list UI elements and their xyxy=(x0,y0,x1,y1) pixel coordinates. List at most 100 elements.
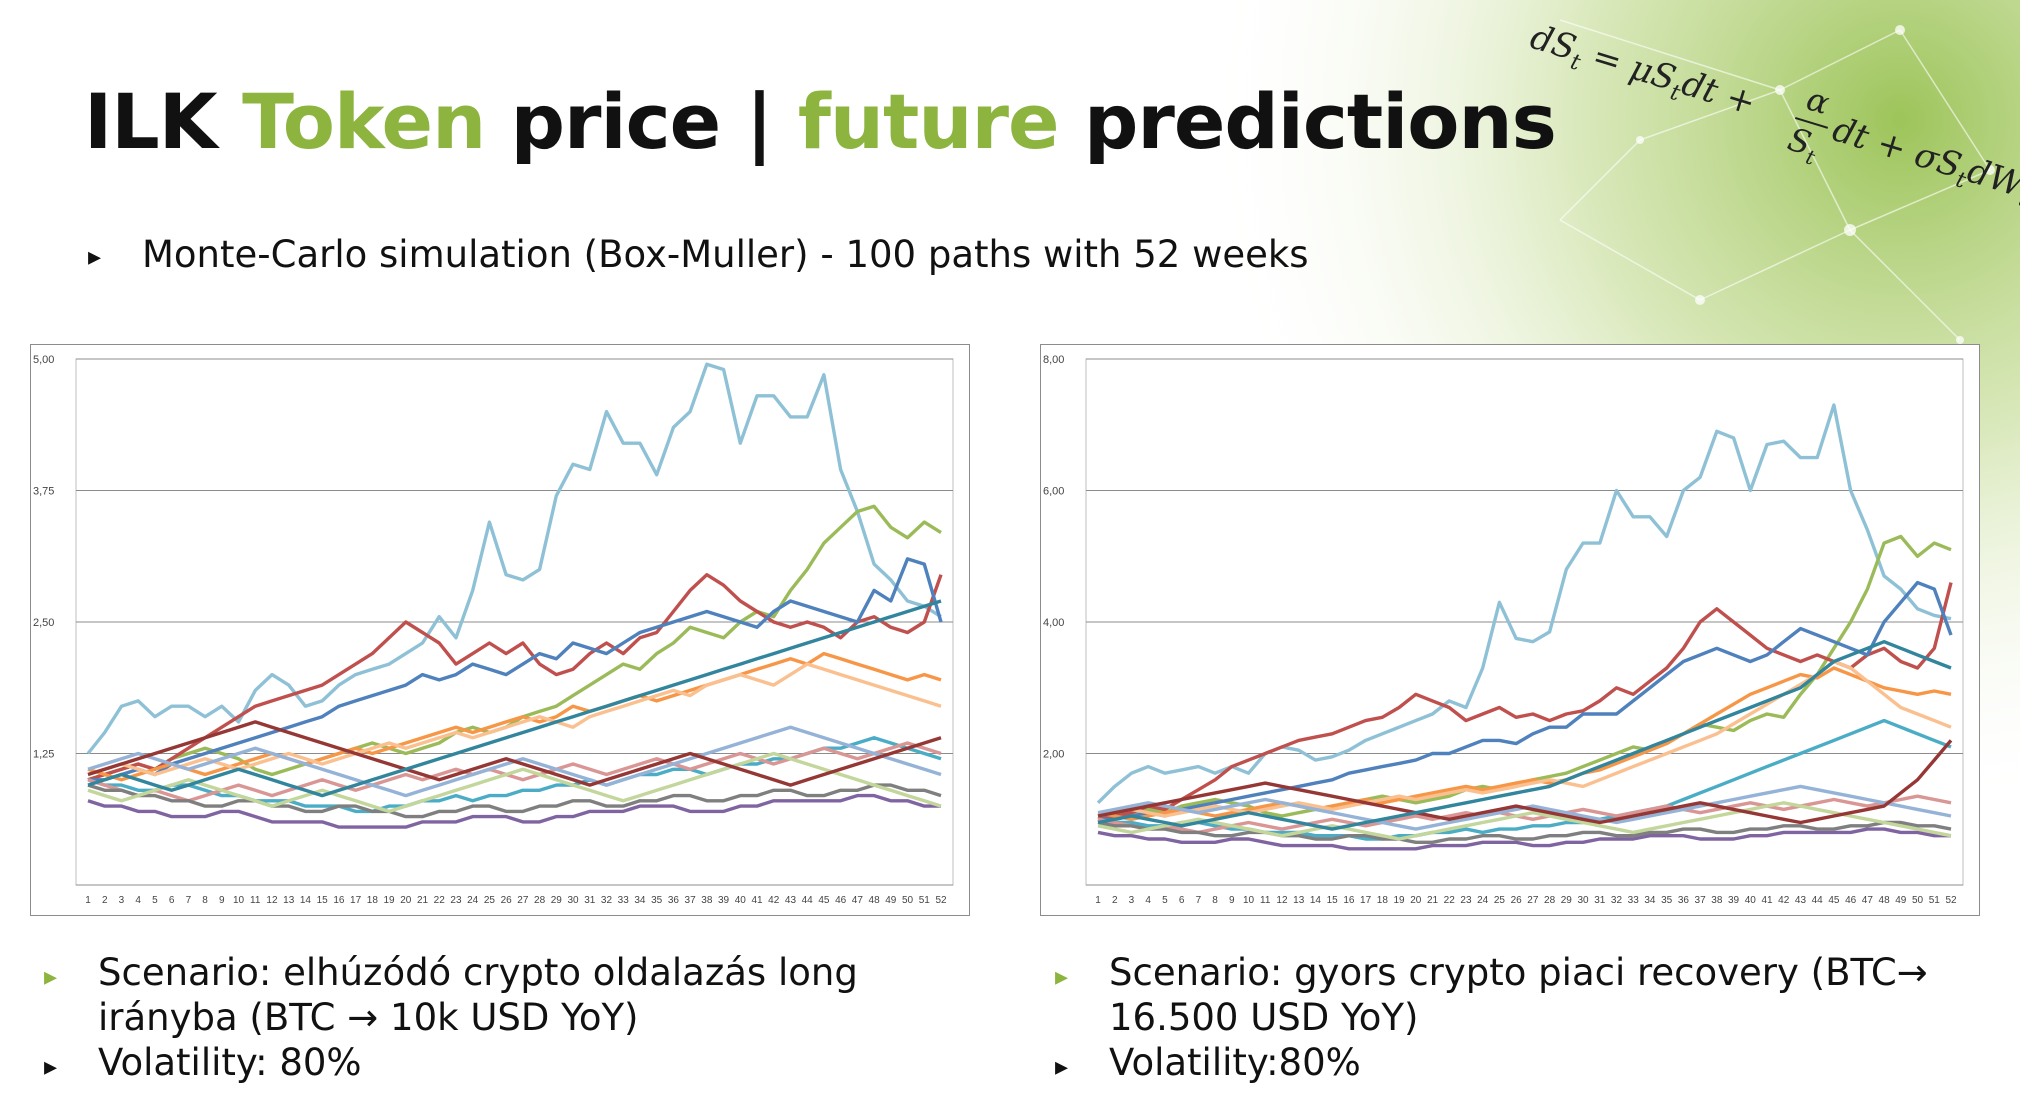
x-tick-label: 3 xyxy=(119,895,125,906)
series-line-9 xyxy=(1097,794,1952,835)
x-tick-label: 10 xyxy=(1243,895,1255,906)
x-tick-label: 11 xyxy=(250,895,261,906)
x-tick-label: 24 xyxy=(467,895,479,906)
x-tick-label: 41 xyxy=(751,895,763,906)
series-line-3 xyxy=(1097,582,1953,821)
x-tick-label: 6 xyxy=(169,895,175,906)
series-line-14 xyxy=(1097,640,1952,831)
y-tick-label: 4,00 xyxy=(1043,617,1064,629)
title-part-future: future xyxy=(797,77,1060,166)
slide-title: ILK Token price | future predictions xyxy=(84,77,1557,166)
x-tick-label: 48 xyxy=(1879,895,1891,906)
x-tick-label: 40 xyxy=(1745,895,1757,906)
sde-formula: dSt = μStdt + α St dt + σStdWt xyxy=(1524,26,2020,213)
chart-left: 1,252,503,755,001 2 3 4 5 6 7 8 9 10 11 12 13 14 15 16 1… xyxy=(33,354,954,906)
series-line-3 xyxy=(87,572,943,782)
x-tick-label: 41 xyxy=(1761,895,1773,906)
x-tick-label: 7 xyxy=(186,895,192,906)
x-tick-label: 23 xyxy=(450,895,462,906)
x-tick-label: 45 xyxy=(818,895,830,906)
x-tick-label: 4 xyxy=(1145,895,1151,906)
x-tick-label: 52 xyxy=(1945,895,1957,906)
x-tick-label: 32 xyxy=(601,895,613,906)
x-tick-label: 31 xyxy=(584,895,596,906)
left-volatility: Volatility: 80% xyxy=(98,1041,362,1084)
chart-left-container: 1,25 2,50 3,75 5,00 1 2 3 4 5 6 7 8 9 10 11 12 13 14 15 16 1… xyxy=(30,344,970,916)
x-tick-label: 51 xyxy=(919,895,931,906)
series-line-4 xyxy=(1098,580,1953,821)
x-tick-label: 13 xyxy=(1293,895,1305,906)
x-tick-label: 15 xyxy=(1327,895,1339,906)
x-tick-label: 10 xyxy=(233,895,245,906)
x-tick-label: 22 xyxy=(1444,895,1456,906)
bullet-marker: ▸ xyxy=(44,1052,58,1082)
right-volatility: Volatility:80% xyxy=(1109,1041,1361,1084)
subtitle-text: Monte-Carlo simulation (Box-Muller) - 10… xyxy=(142,233,1309,276)
bullet-marker-green: ▸ xyxy=(44,962,58,992)
x-tick-label: 2 xyxy=(102,895,108,906)
x-tick-label: 43 xyxy=(785,895,797,906)
x-tick-label: 43 xyxy=(1795,895,1807,906)
x-tick-label: 26 xyxy=(501,895,513,906)
formula-denominator: St xyxy=(1782,120,1824,170)
title-part-predictions: predictions xyxy=(1058,77,1557,166)
series-line-9 xyxy=(87,741,942,803)
x-tick-label: 28 xyxy=(1544,895,1556,906)
formula-alpha: α xyxy=(1802,80,1834,123)
series-line-13 xyxy=(1097,739,1953,825)
x-tick-label: 37 xyxy=(685,895,697,906)
x-tick-label: 50 xyxy=(902,895,914,906)
x-tick-label: 42 xyxy=(1778,895,1790,906)
series-line-12 xyxy=(1097,801,1952,841)
x-tick-label: 42 xyxy=(768,895,780,906)
x-tick-label: 47 xyxy=(852,895,864,906)
x-tick-label: 33 xyxy=(618,895,630,906)
x-tick-label: 33 xyxy=(1628,895,1640,906)
x-tick-label: 22 xyxy=(434,895,446,906)
x-tick-label: 17 xyxy=(350,895,362,906)
series-line-1 xyxy=(86,362,942,755)
y-tick-label: 6,00 xyxy=(1043,486,1064,498)
x-tick-label: 19 xyxy=(1393,895,1405,906)
series-line-8 xyxy=(87,662,942,777)
series-line-2 xyxy=(87,504,942,782)
x-tick-label: 46 xyxy=(1845,895,1857,906)
x-tick-label: 29 xyxy=(551,895,563,906)
x-tick-label: 35 xyxy=(1661,895,1673,906)
x-tick-label: 13 xyxy=(283,895,295,906)
x-tick-label: 12 xyxy=(1276,895,1288,906)
x-tick-label: 16 xyxy=(333,895,345,906)
x-tick-label: 1 xyxy=(85,895,91,906)
series-line-14 xyxy=(87,599,942,798)
series-line-10 xyxy=(87,783,942,819)
x-tick-label: 15 xyxy=(317,895,329,906)
right-scenario-line2: 16.500 USD YoY) xyxy=(1109,996,1419,1039)
x-tick-label: 50 xyxy=(1912,895,1924,906)
x-tick-label: 25 xyxy=(484,895,496,906)
x-tick-label: 28 xyxy=(534,895,546,906)
x-tick-label: 18 xyxy=(367,895,379,906)
x-tick-label: 19 xyxy=(383,895,395,906)
y-tick-label: 5,00 xyxy=(33,354,54,366)
series-line-10 xyxy=(1097,820,1952,844)
x-tick-label: 16 xyxy=(1343,895,1355,906)
x-tick-label: 32 xyxy=(1611,895,1623,906)
left-scenario-line1: Scenario: elhúzódó crypto oldalazás long xyxy=(98,951,858,994)
chart-right-container: 2,00 4,00 6,00 8,00 1 2 3 4 5 6 7 8 9 10 11 12 13 14 15 16 1… xyxy=(1040,344,1980,916)
series-line-1 xyxy=(1096,403,1952,805)
x-tick-label: 6 xyxy=(1179,895,1185,906)
x-tick-label: 49 xyxy=(885,895,897,906)
x-tick-label: 52 xyxy=(935,895,947,906)
bullet-marker: ▸ xyxy=(88,242,102,272)
x-tick-label: 11 xyxy=(1260,895,1271,906)
series-line-6 xyxy=(1097,827,1951,851)
x-tick-label: 44 xyxy=(1812,895,1824,906)
x-tick-label: 12 xyxy=(266,895,278,906)
x-tick-label: 38 xyxy=(701,895,713,906)
series-line-12 xyxy=(87,751,942,814)
left-scenario: ▸ Scenario: elhúzódó crypto oldalazás lo… xyxy=(44,950,944,1090)
x-tick-label: 8 xyxy=(202,895,208,906)
bullet-marker: ▸ xyxy=(1055,1052,1069,1082)
title-part-price: price | xyxy=(485,77,798,166)
x-tick-label: 9 xyxy=(1229,895,1235,906)
